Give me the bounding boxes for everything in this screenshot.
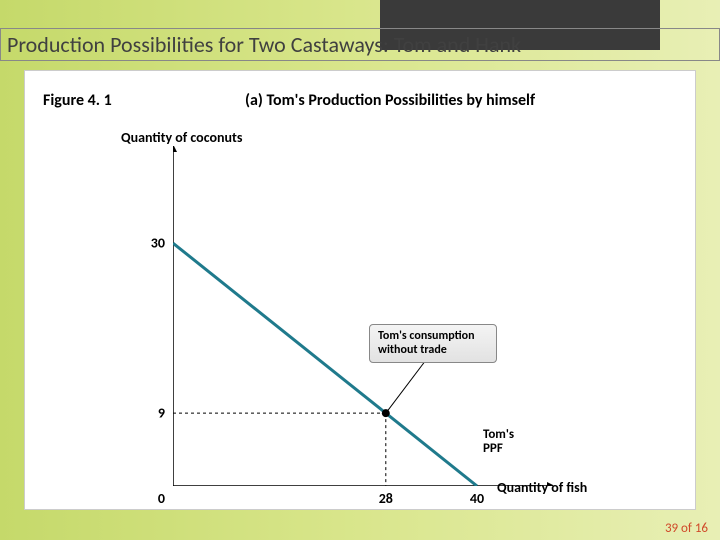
callout-line2: without trade: [378, 343, 488, 357]
ppf-chart: 930 2840 0 Tom's consumption without tra…: [173, 146, 553, 486]
callout-line1: Tom's consumption: [378, 329, 488, 343]
x-tick: 40: [470, 490, 484, 507]
y-tick: 30: [151, 235, 165, 252]
origin-label: 0: [158, 490, 165, 507]
content-panel: Figure 4. 1 (a) Tom's Production Possibi…: [24, 70, 696, 510]
ppf-label: Tom's PPF: [483, 428, 514, 457]
slide-title: Production Possibilities for Two Castawa…: [0, 28, 720, 61]
ppf-label-line1: Tom's: [483, 428, 514, 442]
chart-subtitle: (a) Tom's Production Possibilities by hi…: [245, 91, 535, 110]
figure-number: Figure 4. 1: [43, 91, 112, 110]
ppf-label-line2: PPF: [483, 442, 514, 456]
page-number: 39 of 16: [665, 521, 708, 536]
y-axis-label: Quantity of coconuts: [121, 129, 242, 146]
x-tick: 28: [379, 490, 393, 507]
x-axis-label: Quantity of fish: [497, 479, 587, 496]
y-tick: 9: [158, 405, 165, 422]
consumption-callout: Tom's consumption without trade: [369, 324, 497, 363]
slide: Production Possibilities for Two Castawa…: [0, 0, 720, 540]
